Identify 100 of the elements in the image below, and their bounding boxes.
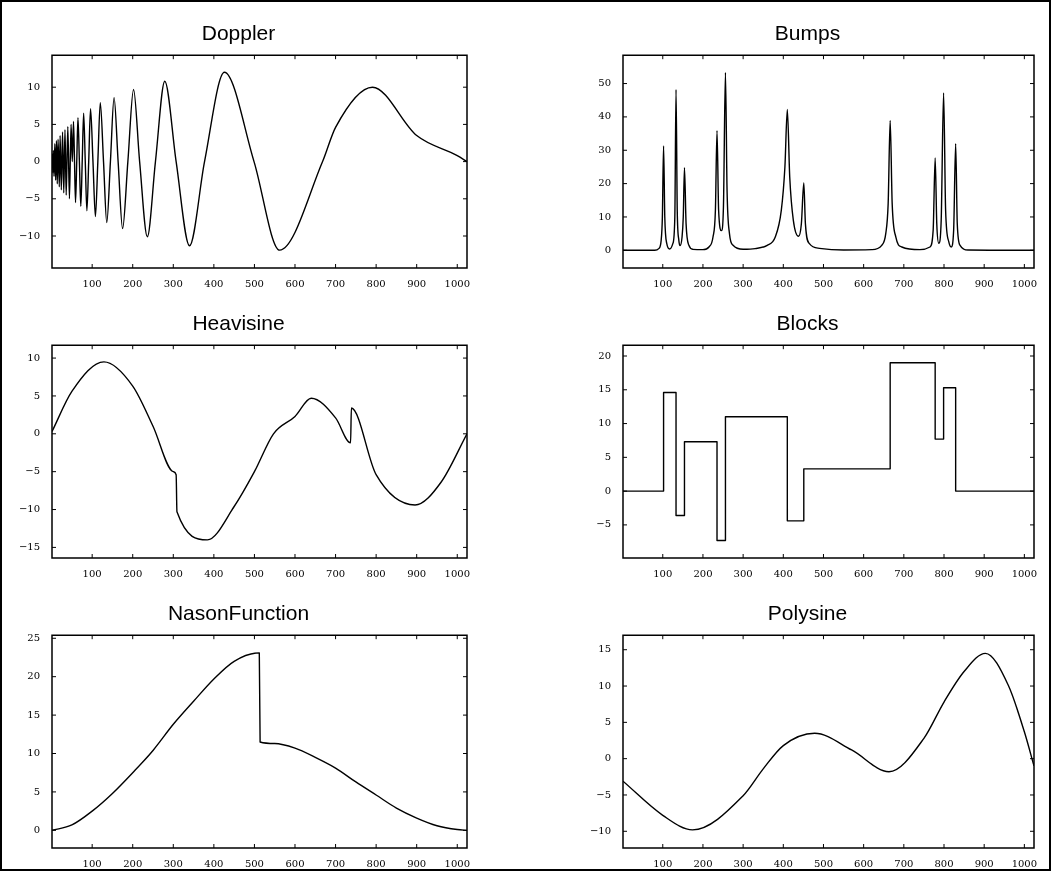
x-tick-label: 300: [733, 857, 753, 869]
x-tick-label: 400: [204, 277, 224, 289]
x-tick-label: 100: [82, 567, 102, 579]
x-tick-label: 600: [854, 857, 874, 869]
y-tick-label: 10: [598, 210, 611, 222]
chart-title: Bumps: [774, 21, 841, 45]
x-tick-label: 800: [934, 567, 954, 579]
y-tick-label: −15: [18, 540, 40, 552]
x-tick-label: 700: [326, 857, 346, 869]
x-tick-label: 600: [285, 857, 305, 869]
x-tick-label: 500: [244, 277, 264, 289]
y-tick-label: 15: [27, 708, 40, 720]
x-tick-label: 400: [773, 857, 793, 869]
y-tick-label: 0: [33, 823, 40, 835]
y-tick-label: 30: [598, 143, 611, 155]
x-tick-label: 800: [366, 857, 386, 869]
x-tick-label: 800: [934, 277, 954, 289]
x-tick-label: 100: [82, 857, 102, 869]
x-tick-label: 700: [894, 567, 914, 579]
x-tick-label: 700: [326, 567, 346, 579]
y-tick-label: −5: [25, 465, 40, 477]
y-tick-label: −10: [18, 503, 40, 515]
x-tick-label: 600: [854, 567, 874, 579]
x-tick-label: 200: [123, 567, 143, 579]
y-tick-label: 0: [33, 427, 40, 439]
y-tick-label: 10: [598, 417, 611, 429]
x-tick-label: 900: [974, 857, 994, 869]
y-tick-label: 10: [598, 679, 611, 691]
y-tick-label: −5: [25, 192, 40, 204]
x-tick-label: 900: [407, 277, 427, 289]
x-tick-label: 700: [894, 277, 914, 289]
y-tick-label: −5: [596, 518, 611, 530]
x-tick-label: 900: [974, 567, 994, 579]
x-tick-label: 300: [163, 277, 183, 289]
x-tick-label: 400: [204, 567, 224, 579]
y-tick-label: 5: [33, 117, 40, 129]
y-tick-label: 15: [598, 383, 611, 395]
y-tick-label: 50: [598, 77, 611, 89]
chart-title: Blocks: [776, 311, 839, 335]
y-tick-label: 0: [604, 484, 611, 496]
x-tick-label: 200: [123, 857, 143, 869]
x-tick-label: 300: [163, 857, 183, 869]
y-tick-label: 10: [27, 747, 40, 759]
x-tick-label: 400: [773, 277, 793, 289]
x-tick-label: 600: [285, 567, 305, 579]
x-tick-label: 800: [366, 567, 386, 579]
x-tick-label: 800: [934, 857, 954, 869]
chart-title: NasonFunction: [167, 601, 310, 625]
y-tick-label: 0: [604, 243, 611, 255]
y-tick-label: −10: [589, 824, 611, 836]
x-tick-label: 800: [366, 277, 386, 289]
y-tick-label: 25: [27, 631, 40, 643]
x-tick-label: 1000: [444, 857, 470, 869]
x-tick-label: 500: [244, 567, 264, 579]
x-tick-label: 100: [82, 277, 102, 289]
x-tick-label: 700: [326, 277, 346, 289]
x-tick-label: 700: [894, 857, 914, 869]
y-tick-label: 20: [598, 349, 611, 361]
x-tick-label: 1000: [1011, 567, 1038, 579]
y-tick-label: 0: [604, 752, 611, 764]
y-tick-label: 0: [33, 155, 40, 167]
x-tick-label: 300: [733, 567, 753, 579]
x-tick-label: 900: [407, 567, 427, 579]
x-tick-label: 900: [974, 277, 994, 289]
x-tick-label: 200: [123, 277, 143, 289]
chart-title: Doppler: [201, 21, 276, 45]
x-tick-label: 500: [813, 277, 834, 289]
x-tick-label: 200: [693, 857, 713, 869]
x-tick-label: 100: [653, 277, 673, 289]
x-tick-label: 300: [163, 567, 183, 579]
x-tick-label: 300: [733, 277, 753, 289]
y-tick-label: 15: [598, 643, 611, 655]
y-tick-label: −5: [596, 788, 611, 800]
y-tick-label: 5: [604, 450, 611, 462]
x-tick-label: 1000: [444, 567, 470, 579]
x-tick-label: 900: [407, 857, 427, 869]
x-tick-label: 500: [244, 857, 264, 869]
y-tick-label: 10: [27, 351, 40, 363]
y-tick-label: −10: [18, 229, 40, 241]
x-tick-label: 400: [773, 567, 793, 579]
y-tick-label: 20: [598, 177, 611, 189]
x-tick-label: 200: [693, 277, 713, 289]
y-tick-label: 40: [598, 110, 611, 122]
x-tick-label: 500: [813, 857, 834, 869]
y-tick-label: 10: [27, 80, 40, 92]
x-tick-label: 1000: [1011, 277, 1038, 289]
y-tick-label: 20: [27, 670, 40, 682]
y-tick-label: 5: [33, 389, 40, 401]
chart-title: Polysine: [767, 601, 848, 625]
y-tick-label: 5: [604, 715, 611, 727]
x-tick-label: 100: [653, 567, 673, 579]
x-tick-label: 100: [653, 857, 673, 869]
x-tick-label: 400: [204, 857, 224, 869]
x-tick-label: 200: [693, 567, 713, 579]
x-tick-label: 1000: [1011, 857, 1038, 869]
chart-title: Heavisine: [192, 311, 285, 335]
x-tick-label: 1000: [444, 277, 470, 289]
y-tick-label: 5: [33, 785, 40, 797]
x-tick-label: 500: [813, 567, 834, 579]
x-tick-label: 600: [285, 277, 305, 289]
